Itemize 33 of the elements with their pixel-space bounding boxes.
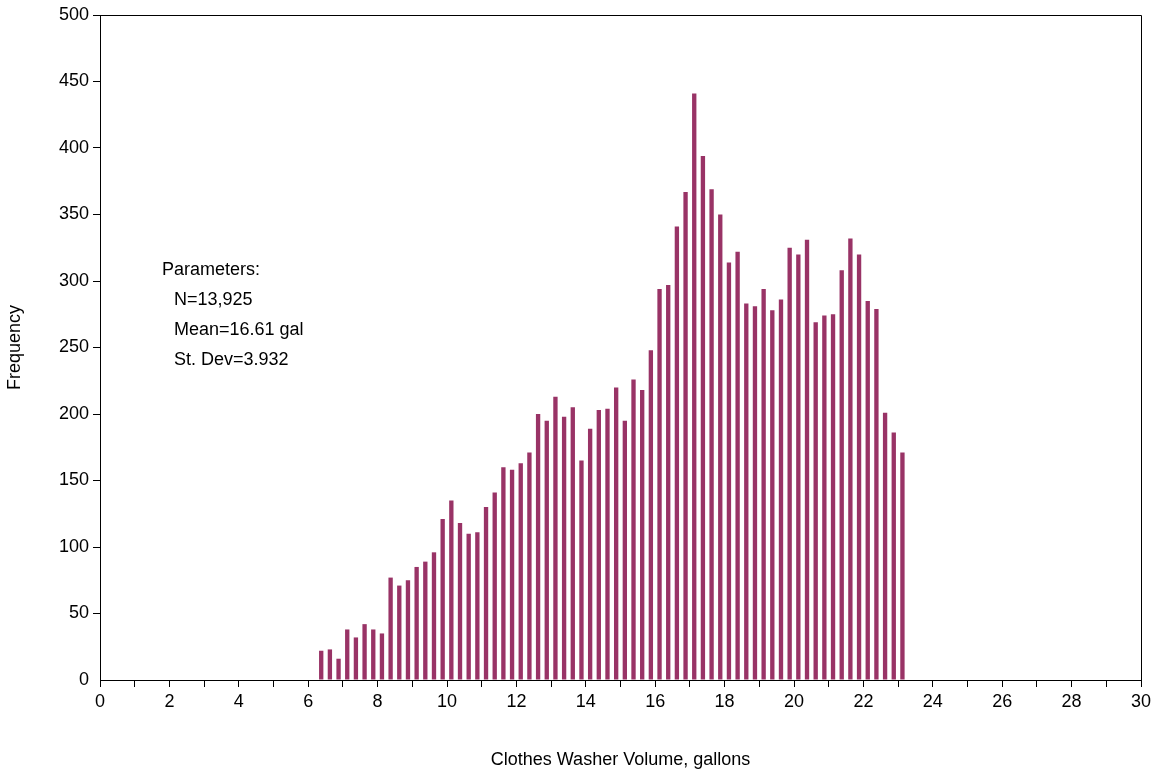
x-tick-label: 8 (372, 690, 383, 711)
x-tick-label: 0 (94, 690, 106, 711)
x-tick-label: 10 (436, 690, 458, 711)
x-tick-label: 6 (303, 690, 314, 711)
y-tick-label: 400 (58, 136, 89, 157)
x-tick-label: 14 (575, 690, 596, 711)
x-tick-label: 30 (1130, 690, 1152, 711)
annotation: N=13,925 (173, 288, 254, 311)
y-tick-label: 450 (58, 70, 89, 91)
x-tick-label: 20 (783, 690, 805, 711)
y-tick-label: 150 (58, 469, 89, 490)
x-tick-label: 28 (1061, 690, 1082, 711)
annotation: Parameters: (162, 258, 262, 281)
y-tick-label: 0 (78, 668, 89, 689)
y-axis-title: Frequency (3, 304, 24, 391)
y-tick-label: 250 (58, 336, 89, 357)
x-tick-label: 22 (853, 690, 874, 711)
y-tick-label: 200 (58, 402, 89, 423)
y-tick-label: 500 (58, 3, 89, 24)
annotation: St. Dev=3.932 (173, 348, 290, 371)
x-tick-label: 16 (645, 690, 666, 711)
y-tick-label: 100 (58, 535, 89, 556)
x-tick-label: 24 (922, 690, 943, 711)
x-tick-label: 26 (992, 690, 1013, 711)
x-tick-label: 18 (714, 690, 735, 711)
annotation: Mean=16.61 gal (173, 318, 304, 341)
y-tick-label: 350 (58, 203, 89, 224)
y-tick-label: 300 (58, 269, 89, 290)
y-tick-label: 50 (68, 602, 89, 623)
x-tick-label: 2 (164, 690, 175, 711)
x-tick-label: 12 (506, 690, 527, 711)
x-axis-title: Clothes Washer Volume, gallons (490, 749, 751, 770)
x-tick-label: 4 (233, 690, 244, 711)
